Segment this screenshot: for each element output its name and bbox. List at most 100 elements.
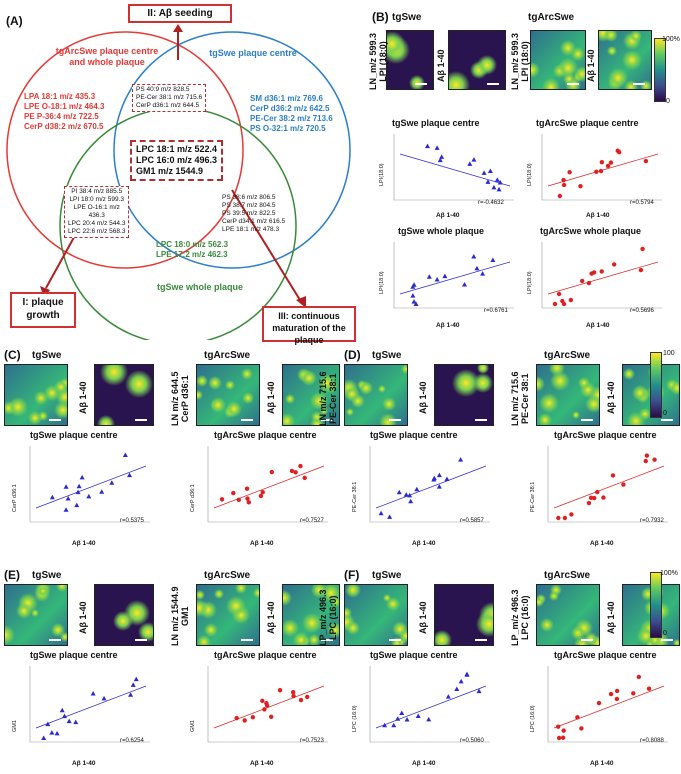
panel-b-colorbar <box>654 38 666 102</box>
data-point <box>434 276 440 282</box>
panel-e-letter: (E) <box>4 568 20 582</box>
panel-e-r-arc: r=0.7523 <box>300 738 324 744</box>
regression-line <box>35 685 147 729</box>
panel-f-cb-bottom: 0 <box>663 630 667 637</box>
red-circle-title: tgArcSwe plaque centre and whole plaque <box>55 46 159 67</box>
panel-d-swe-centre-title: tgSwe plaque centre <box>370 430 458 440</box>
data-point <box>445 694 451 699</box>
regression-line <box>547 261 659 295</box>
data-point <box>244 486 250 491</box>
data-point <box>586 500 592 506</box>
data-point <box>61 713 67 719</box>
data-point <box>269 469 274 475</box>
data-point <box>298 697 304 703</box>
data-point <box>408 498 414 504</box>
data-point <box>608 691 614 697</box>
panel-b-y4: LPI(18:0) <box>527 271 533 294</box>
panel-d-arc-plot <box>547 446 668 523</box>
panel-d-cb-bottom: 0 <box>663 410 667 417</box>
panel-d-swe-mz: LN m/z 715.6 PE-Cer 38:1 <box>318 371 338 426</box>
panel-f-arc-mz: LP_m/z 496.3 LPC (16:0) <box>510 589 530 646</box>
scale-bar <box>389 419 401 421</box>
venn-red-circle <box>6 31 244 269</box>
data-point <box>426 716 432 722</box>
scale-bar <box>633 83 645 85</box>
regression-line <box>547 153 659 187</box>
plot-axes <box>393 242 514 309</box>
data-point <box>234 715 239 721</box>
panel-b-x2: Aβ 1-40 <box>586 212 610 219</box>
panel-f-letter: (F) <box>344 568 360 582</box>
scale-bar <box>581 639 593 641</box>
data-point <box>596 700 602 706</box>
panel-c-r-swe: r=0.5375 <box>120 518 144 524</box>
data-point <box>378 510 384 516</box>
data-point <box>644 453 650 458</box>
data-point <box>476 688 482 694</box>
data-point <box>579 726 584 731</box>
data-point <box>403 492 409 497</box>
data-point <box>298 463 303 469</box>
data-point <box>556 735 562 741</box>
panel-f-arc-lipid-image <box>536 584 600 646</box>
data-point <box>415 713 421 718</box>
panel-d-y-arc: PE-Cer 38:1 <box>530 481 536 512</box>
data-point <box>242 718 247 723</box>
data-point <box>289 468 295 474</box>
data-point <box>414 486 420 492</box>
data-point <box>424 143 430 149</box>
data-point <box>560 735 566 740</box>
data-point <box>636 674 642 680</box>
data-point <box>63 507 69 512</box>
panel-d-swe-abeta: Aβ 1-40 <box>418 381 428 414</box>
data-point <box>471 157 477 162</box>
data-point <box>569 512 574 517</box>
panel-c-x-arc: Aβ 1-40 <box>250 540 274 547</box>
data-point <box>436 484 442 489</box>
panel-c-swe-plot <box>29 446 150 523</box>
panel-f-swe-plot <box>369 666 490 743</box>
data-point <box>567 169 572 175</box>
panel-b-cb-top: 100% <box>662 36 680 43</box>
green-only-list: LPC 18:0 m/z 562.3 LPE 17:2 m/z 462.3 <box>156 240 229 259</box>
data-point <box>458 457 464 462</box>
data-point <box>410 293 416 298</box>
data-point <box>454 686 460 691</box>
data-point <box>643 458 648 464</box>
scale-bar <box>567 83 579 85</box>
panel-e-x-swe: Aβ 1-40 <box>72 760 96 767</box>
data-point <box>599 269 604 274</box>
data-point <box>264 703 270 708</box>
panel-a-letter: (A) <box>6 14 23 28</box>
panel-f-arc-abeta: Aβ 1-40 <box>606 601 616 634</box>
panel-d-arc-title: tgArcSwe <box>544 350 591 361</box>
data-point <box>562 515 568 521</box>
panel-b-letter: (B) <box>372 10 389 24</box>
maturation-callout: III: continuous maturation of the plaque <box>262 306 356 345</box>
panel-b-swe-abeta-image <box>448 30 506 90</box>
panel-f-x-arc: Aβ 1-40 <box>590 760 614 767</box>
panel-e-r-swe: r=0.6254 <box>120 738 144 744</box>
data-point <box>575 715 580 720</box>
panel-b-r3: r=0.6761 <box>484 308 508 314</box>
data-point <box>601 495 606 500</box>
panel-e-swe-plot <box>29 666 150 743</box>
data-point <box>236 497 242 503</box>
data-point <box>579 278 585 284</box>
panel-e-y-swe: GM1 <box>12 720 18 732</box>
data-point <box>260 489 265 495</box>
data-point <box>245 496 250 501</box>
data-point <box>611 262 617 267</box>
data-point <box>49 730 55 735</box>
panel-e-swe-lipid-image <box>4 584 68 646</box>
scale-bar <box>661 639 673 641</box>
panel-f-cb-top: 100% <box>660 570 678 577</box>
plot-axes <box>541 242 662 309</box>
plot-axes <box>547 446 668 523</box>
data-point <box>395 716 401 721</box>
data-point <box>49 494 55 500</box>
panel-b-y1: LPI(18:0) <box>379 163 385 186</box>
panel-b-x1: Aβ 1-40 <box>436 212 460 219</box>
regression-line <box>399 261 511 295</box>
data-point <box>86 493 92 499</box>
